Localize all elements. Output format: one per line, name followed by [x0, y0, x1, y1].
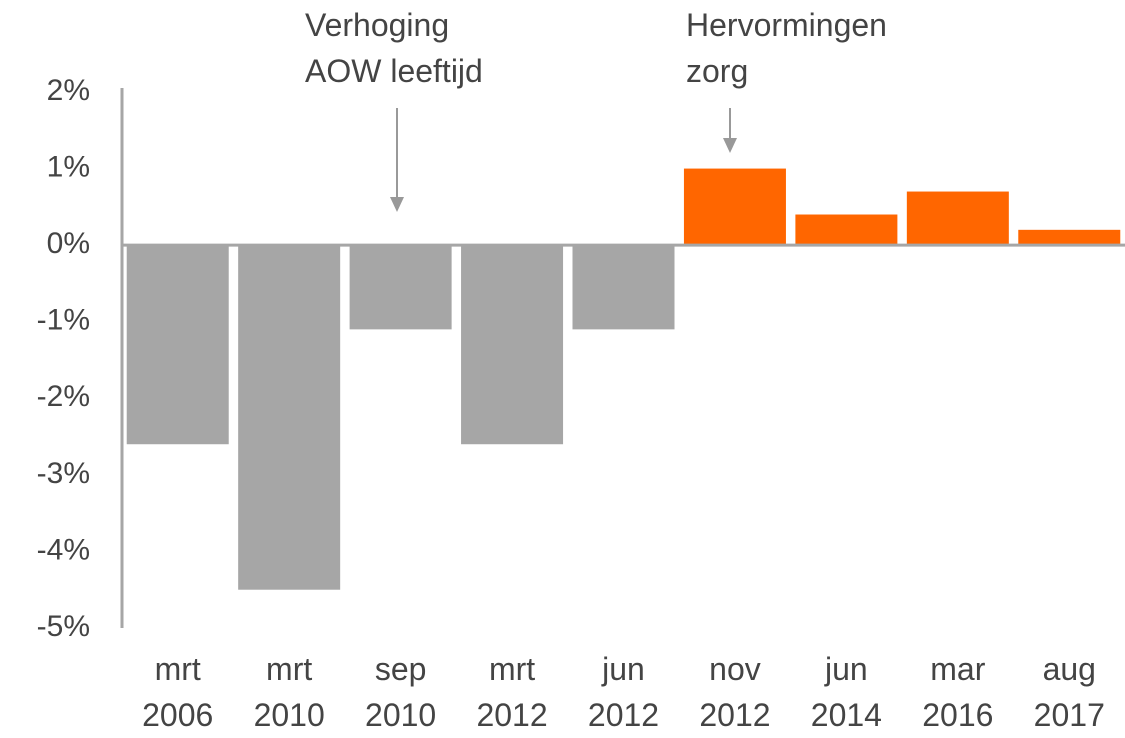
x-tick-label: sep 2010	[365, 651, 437, 733]
annotation: Hervormingen zorg	[686, 7, 887, 89]
bar	[126, 245, 229, 445]
x-tick-label: aug 2017	[1033, 651, 1105, 733]
y-tick-label: -2%	[37, 380, 90, 413]
bar	[238, 245, 341, 590]
y-tick-label: -1%	[37, 304, 90, 337]
y-tick-label: -5%	[37, 610, 90, 643]
y-tick-label: 1%	[47, 150, 90, 183]
bar	[795, 214, 898, 246]
x-tick-label: mar 2016	[922, 651, 994, 733]
bar	[461, 245, 564, 445]
x-tick-label: nov 2012	[699, 651, 771, 733]
bar	[572, 245, 675, 330]
bar	[906, 191, 1009, 246]
y-tick-label: 0%	[47, 227, 90, 260]
arrow-head	[390, 197, 404, 212]
y-tick-label: 2%	[47, 74, 90, 107]
x-tick-label: mrt 2012	[476, 651, 548, 733]
y-tick-label: -3%	[37, 457, 90, 490]
bar	[1018, 229, 1121, 246]
bar	[683, 168, 786, 246]
y-tick-label: -4%	[37, 533, 90, 566]
x-tick-label: jun 2014	[810, 651, 882, 733]
x-tick-label: jun 2012	[587, 651, 660, 733]
bar	[349, 245, 452, 330]
annotation: Verhoging AOW leeftijd	[305, 7, 483, 89]
x-tick-label: mrt 2010	[253, 651, 325, 733]
x-tick-label: mrt 2006	[142, 651, 214, 733]
arrow-head	[723, 138, 737, 153]
